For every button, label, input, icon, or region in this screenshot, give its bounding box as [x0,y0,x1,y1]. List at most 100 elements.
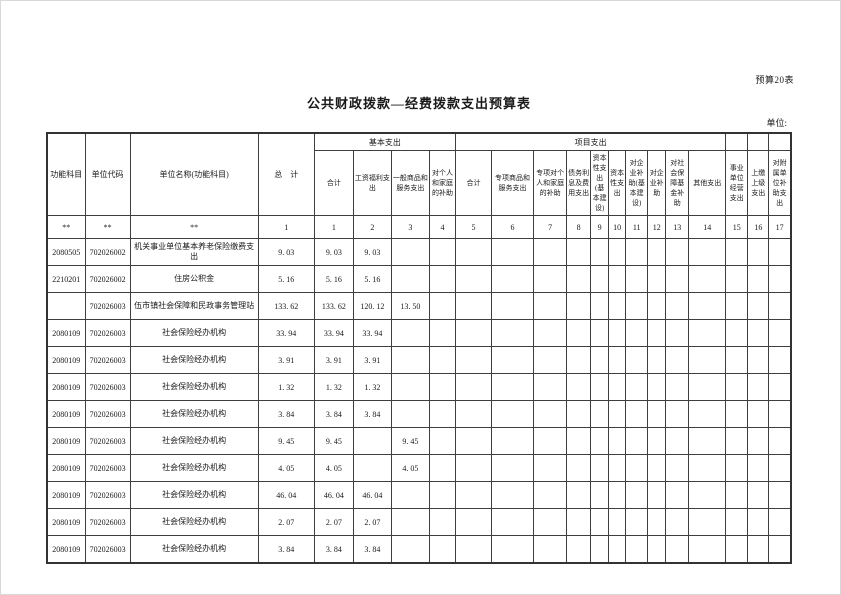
unit-code-cell: 702026002 [84,238,131,266]
col-header-payment-to-superior: 上缴上级支出 [747,150,770,216]
value-cell [647,346,667,374]
value-cell: 2. 07 [257,508,315,536]
value-cell: 9. 45 [257,427,315,455]
value-cell: 3. 91 [313,346,354,374]
column-index-row: ** ** ** 1 1 2 3 4 5 6 7 8 9 10 11 12 13 14 15 16 17 [46,215,792,239]
value-cell [454,454,493,482]
value-cell [747,346,770,374]
value-cell [608,508,627,536]
value-cell [747,454,770,482]
value-cell [454,373,493,401]
value-cell [768,400,792,428]
col-header-project-total: 合计 [454,150,493,216]
value-cell [688,427,727,455]
value-cell [768,265,792,293]
value-cell [747,265,770,293]
func-subject-cell: 2080109 [46,319,86,347]
col-header-salary-welfare: 工资福利支出 [352,150,392,216]
value-cell: 13. 50 [390,292,430,320]
value-cell [428,346,456,374]
col-header-func-subject: 功能科目 [46,132,86,216]
value-cell [747,373,770,401]
value-cell [352,454,392,482]
col-header-goods-services: 一般商品和服务支出 [390,150,430,216]
func-subject-cell: 2080109 [46,535,86,564]
value-cell [566,400,592,428]
col-header-capital-expenditure: 资本性支出 [608,150,627,216]
value-cell [665,319,690,347]
value-cell [608,373,627,401]
value-cell: 9. 45 [313,427,354,455]
unit-name-cell: 机关事业单位基本养老保险缴费支出 [129,238,259,266]
table-row: 2210201 702026002 住房公积金 5. 16 5. 16 5. 16 [46,265,792,293]
value-cell [454,319,493,347]
value-cell [428,400,456,428]
value-cell [768,373,792,401]
value-cell [747,508,770,536]
unit-name-cell: 社会保险经办机构 [129,481,259,509]
value-cell [428,535,456,564]
value-cell: 133. 62 [257,292,315,320]
value-cell: 33. 94 [313,319,354,347]
value-cell [390,400,430,428]
value-cell [747,292,770,320]
value-cell [590,400,610,428]
table-row: 2080109 702026003 社会保险经办机构 46. 04 46. 04 46. … [46,481,792,509]
column-index: 17 [768,215,792,239]
value-cell [665,427,690,455]
value-cell [647,400,667,428]
value-cell [688,346,727,374]
func-subject-cell: 2080109 [46,454,86,482]
func-subject-cell: 2080109 [46,400,86,428]
table-row: 702026003 伍市镇社会保障和民政事务管理站 133. 62 133. 62 12… [46,292,792,320]
value-cell [647,508,667,536]
value-cell [625,373,649,401]
value-cell [665,238,690,266]
value-cell [590,238,610,266]
value-cell [688,238,727,266]
value-cell [590,481,610,509]
value-cell [725,346,749,374]
value-cell: 46. 04 [352,481,392,509]
unit-label: 单位: [766,118,787,128]
col-header-basic-total: 合计 [313,150,354,216]
value-cell [454,265,493,293]
value-cell [533,319,568,347]
value-cell [688,400,727,428]
value-cell [491,319,535,347]
value-cell [590,535,610,564]
value-cell [491,265,535,293]
value-cell [533,454,568,482]
value-cell [390,238,430,266]
column-index: ** [46,215,86,239]
col-header-enterprise-subsidy-construction: 对企业补助(基本建设) [625,150,649,216]
value-cell [590,373,610,401]
column-index: ** [84,215,131,239]
value-cell: 9. 03 [257,238,315,266]
value-cell: 3. 84 [313,535,354,564]
value-cell: 4. 05 [257,454,315,482]
value-cell [390,508,430,536]
value-cell [647,238,667,266]
value-cell: 3. 91 [352,346,392,374]
value-cell [491,454,535,482]
table-row: 2080109 702026003 社会保险经办机构 2. 07 2. 07 2. 07 [46,508,792,536]
value-cell [428,319,456,347]
col-header-debt-interest-fees: 债务利息及费用支出 [566,150,592,216]
value-cell [747,481,770,509]
column-index: 11 [625,215,649,239]
column-index: 7 [533,215,568,239]
value-cell [725,481,749,509]
value-cell [768,427,792,455]
value-cell [725,508,749,536]
value-cell [647,454,667,482]
value-cell [647,481,667,509]
value-cell [491,508,535,536]
value-cell [665,265,690,293]
value-cell [390,535,430,564]
unit-name-cell: 伍市镇社会保障和民政事务管理站 [129,292,259,320]
value-cell [768,346,792,374]
value-cell [688,292,727,320]
value-cell [533,481,568,509]
unit-code-cell: 702026003 [84,373,131,401]
